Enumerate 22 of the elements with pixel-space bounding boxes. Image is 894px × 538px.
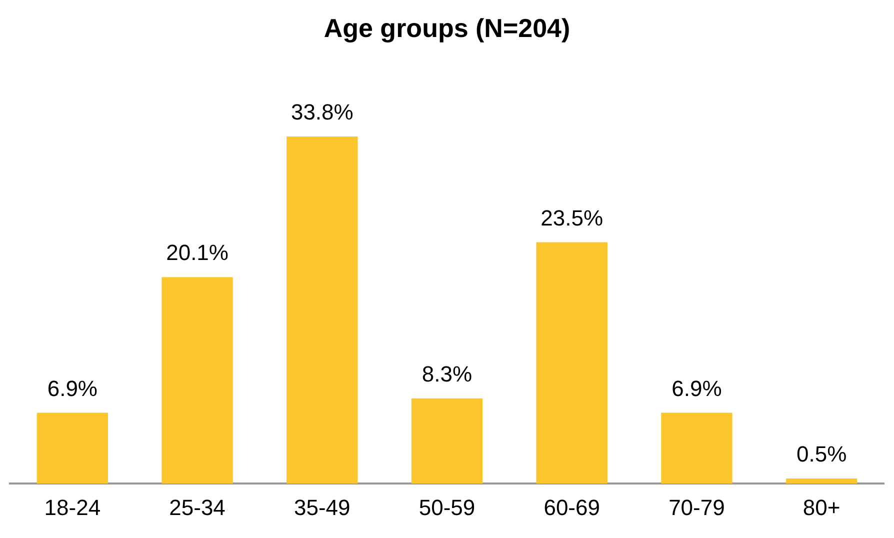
data-label: 6.9%: [672, 376, 722, 401]
data-label: 20.1%: [166, 240, 228, 266]
data-label: 0.5%: [796, 442, 847, 467]
data-label: 33.8%: [290, 100, 354, 125]
x-tick-label: 50-59: [418, 494, 476, 520]
x-tick-label: 70-79: [668, 494, 725, 520]
x-tick-label: 60-69: [544, 494, 600, 520]
bar: [162, 277, 233, 484]
x-tick-label: 25-34: [169, 494, 226, 520]
x-tick-label: 80+: [802, 494, 840, 520]
bar: [786, 478, 858, 484]
data-label: 8.3%: [422, 361, 472, 386]
bar: [536, 242, 608, 484]
x-tick-label: 18-24: [44, 494, 101, 520]
chart-title: Age groups (N=204): [324, 12, 570, 43]
data-label: 23.5%: [540, 205, 604, 230]
bar: [286, 136, 358, 484]
bar: [36, 412, 108, 484]
x-tick-label: 35-49: [294, 494, 350, 520]
data-label: 6.9%: [47, 376, 98, 401]
bar: [661, 412, 732, 484]
bar: [411, 398, 483, 484]
